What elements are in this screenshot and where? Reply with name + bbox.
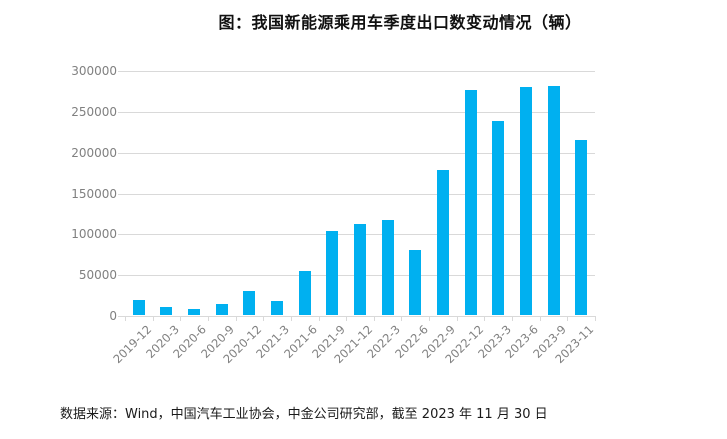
bar [464, 89, 477, 315]
x-axis-tick [180, 316, 182, 321]
y-axis-tick-label: 250000 [71, 104, 117, 119]
data-source-note: 数据来源：Wind，中国汽车工业协会，中金公司研究部，截至 2023 年 11 … [60, 407, 548, 422]
bar [547, 86, 560, 315]
x-axis-tick [401, 316, 403, 321]
y-axis-tick [118, 234, 125, 236]
x-axis-tick [512, 316, 514, 321]
x-axis-tick [539, 316, 541, 321]
x-axis-tick [125, 316, 126, 321]
gridline [125, 152, 595, 154]
x-axis-tick [484, 316, 486, 321]
bar [132, 300, 145, 315]
bar [354, 224, 366, 315]
y-axis-tick-label: 0 [109, 309, 117, 323]
x-axis-tick [207, 316, 209, 321]
bar [215, 303, 228, 315]
y-axis-tick [118, 152, 125, 154]
y-axis-tick-label: 200000 [71, 145, 117, 160]
bar [243, 290, 256, 315]
bar [271, 300, 284, 315]
gridline [125, 316, 595, 317]
y-axis-tick-label: 50000 [78, 268, 117, 283]
bar [188, 308, 201, 315]
x-axis-tick [567, 316, 569, 321]
gridline [125, 111, 595, 113]
y-axis-tick [118, 275, 125, 277]
x-axis-tick [318, 316, 320, 321]
gridline [125, 193, 595, 195]
bar [575, 140, 588, 315]
x-axis-tick-label: 2019-12 [110, 322, 155, 367]
x-axis-tick [456, 316, 458, 321]
x-axis-tick [263, 316, 265, 321]
x-axis-tick [429, 316, 431, 321]
bar [381, 220, 394, 315]
bar [298, 270, 311, 315]
bar [409, 250, 422, 315]
bar [326, 230, 339, 315]
y-axis-tick-label: 300000 [71, 64, 117, 78]
x-axis-tick [235, 316, 237, 321]
y-axis-tick-label: 150000 [71, 186, 117, 201]
x-axis-tick [595, 316, 596, 321]
bar [160, 307, 173, 315]
y-axis-tick [118, 71, 125, 72]
bar [519, 87, 532, 315]
gridline [125, 71, 595, 72]
x-axis-tick [152, 316, 154, 321]
y-axis-tick [118, 111, 125, 113]
x-axis-tick [290, 316, 292, 321]
chart-title: 图：我国新能源乘用车季度出口数变动情况（辆） [218, 13, 582, 32]
x-axis-tick [346, 316, 348, 321]
y-axis-tick [118, 193, 125, 195]
bar [492, 121, 505, 315]
plot-area: 0 50000 100000 150000 200000 250000 300000 2019… [71, 64, 596, 366]
y-axis-tick-label: 100000 [71, 227, 117, 242]
bar [436, 169, 449, 315]
y-axis-tick [118, 316, 125, 317]
x-axis-tick [373, 316, 375, 321]
